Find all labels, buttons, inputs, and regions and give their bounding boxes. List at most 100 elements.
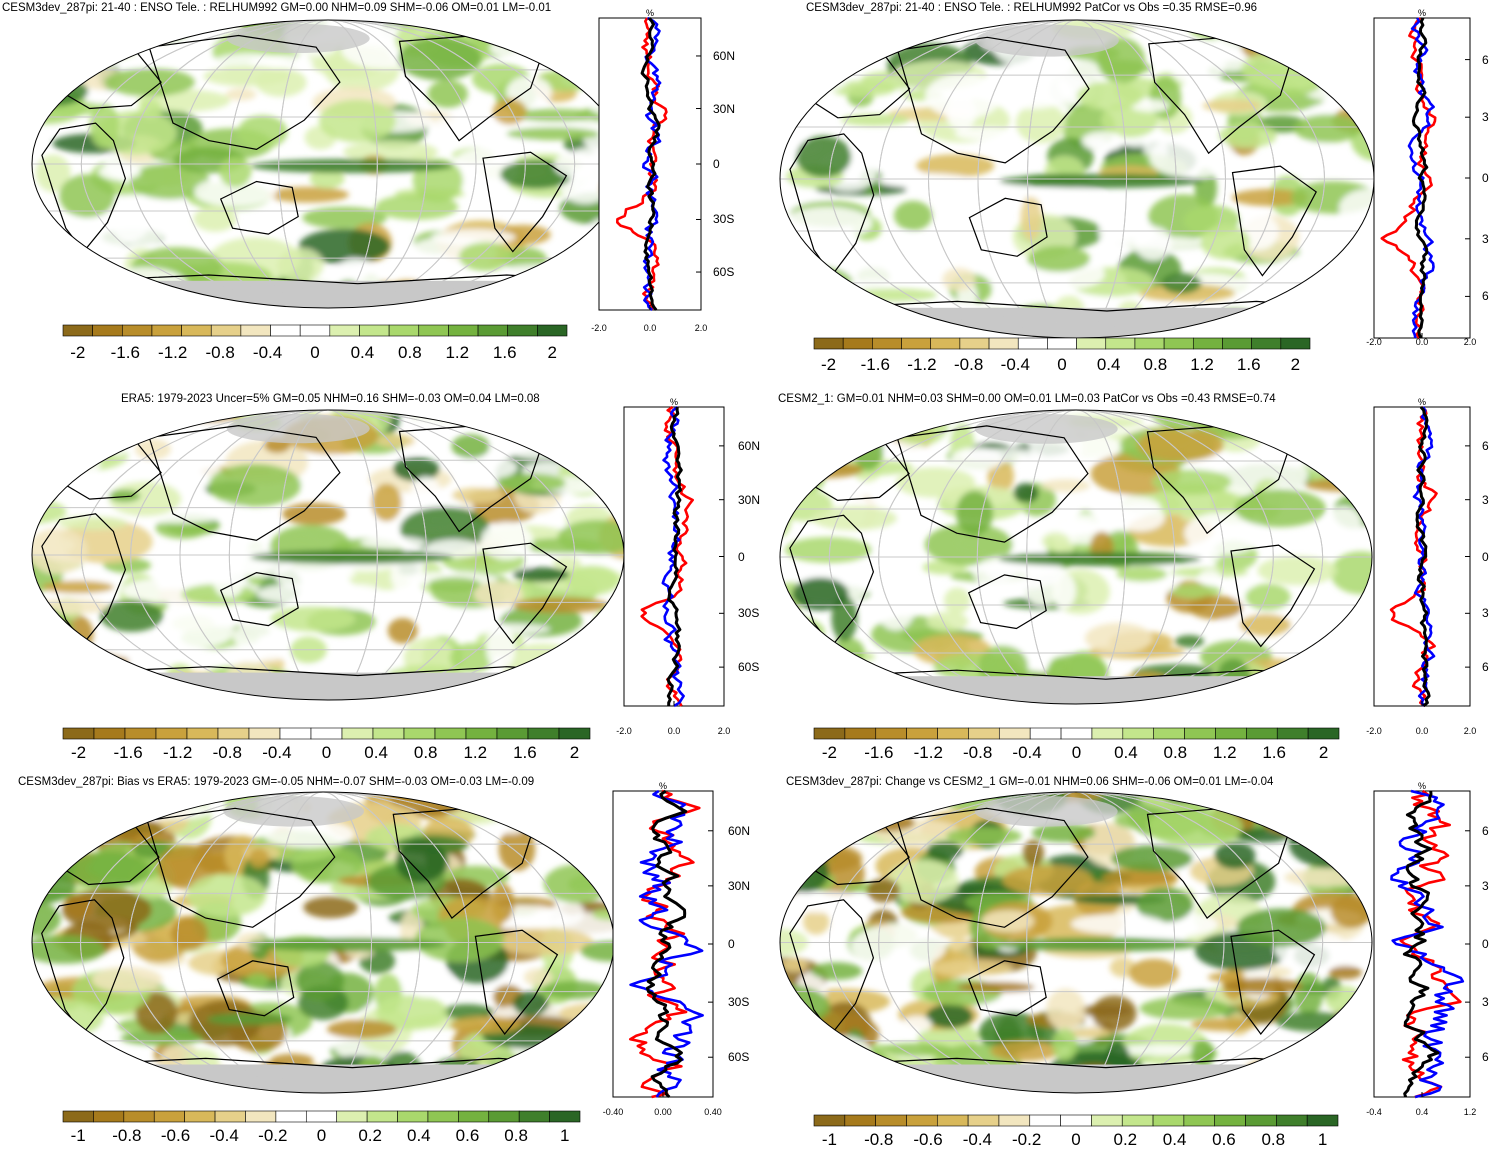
colorbar-label: -0.8 <box>112 1126 142 1145</box>
field-blob <box>186 873 267 917</box>
field-blob <box>485 624 516 670</box>
field-blob <box>957 981 1035 993</box>
field-blob <box>522 672 614 695</box>
colorbar-box <box>875 1114 907 1127</box>
colorbar-label: -2 <box>821 355 837 374</box>
field-blob <box>1147 806 1243 848</box>
colorbar-label: 0.4 <box>364 743 388 762</box>
field-blob <box>791 1012 880 1057</box>
field-blob <box>796 135 852 178</box>
colorbar-box <box>488 1110 520 1123</box>
field-blob <box>170 916 208 951</box>
equatorial-band <box>246 937 447 952</box>
field-blob <box>1291 304 1374 338</box>
field-blob <box>107 643 187 660</box>
field-blob <box>517 793 549 822</box>
field-blob <box>512 567 570 582</box>
field-blob <box>780 839 831 859</box>
field-blob <box>807 1043 846 1067</box>
field-blob <box>872 308 895 333</box>
zonal-curve <box>1390 789 1465 1099</box>
map-robinson <box>31 19 625 309</box>
field-blob <box>1026 187 1104 201</box>
field-blob <box>1056 521 1103 535</box>
field-blob <box>1302 659 1372 679</box>
field-blob <box>847 1056 880 1091</box>
field-blob <box>821 1036 872 1073</box>
field-blob <box>132 840 173 859</box>
field-blob <box>1231 188 1309 207</box>
field-blob <box>1235 827 1291 843</box>
field-blob <box>32 825 104 837</box>
colorbar-label: 0 <box>310 343 320 362</box>
field-blob <box>1325 506 1362 541</box>
zonal-xtick-label: 2.0 <box>1463 726 1477 736</box>
colorbar-box <box>240 324 271 337</box>
colorbar-box <box>270 324 301 337</box>
colorbar-label: 0.6 <box>1212 1130 1236 1149</box>
field-blob <box>522 823 579 835</box>
colorbar-box <box>549 1110 581 1123</box>
zonal-frame <box>1373 790 1471 1098</box>
field-blob <box>1346 474 1372 497</box>
zonal-unit-label: % <box>1418 781 1426 791</box>
colorbar-label: -0.4 <box>209 1126 239 1145</box>
field-blob <box>295 960 345 1001</box>
field-blob <box>1130 99 1170 113</box>
field-blob <box>45 20 97 45</box>
field-blob <box>58 516 128 530</box>
zonal-xtick-label: -2.0 <box>1366 337 1382 347</box>
field-blob <box>1257 555 1338 586</box>
field-blob <box>794 805 888 820</box>
zonal-xtick-label: -2.0 <box>591 323 607 333</box>
colorbar-box <box>329 324 360 337</box>
colorbar-box <box>1183 1114 1216 1127</box>
equatorial-band <box>999 174 1203 188</box>
field-blob <box>577 26 598 41</box>
field-blob <box>944 587 971 614</box>
zonal-lat-label: 3 <box>1482 492 1489 507</box>
antarctica-missing <box>32 280 624 308</box>
field-blob <box>566 1063 599 1093</box>
zonal-mean-plot: % <box>623 397 725 708</box>
field-blob <box>1256 38 1300 57</box>
field-blob <box>303 896 358 919</box>
field-blob <box>208 463 302 507</box>
field-blob <box>42 580 114 594</box>
colorbar-box <box>998 727 1031 740</box>
colorbar-box <box>124 727 157 740</box>
colorbar-box <box>427 1110 459 1123</box>
colorbar-box <box>62 1110 94 1123</box>
field-blob <box>1239 614 1292 636</box>
zonal-xtick-label: 2.0 <box>694 323 708 333</box>
colorbar-box <box>403 727 436 740</box>
field-blob <box>831 410 886 423</box>
colorbar-box <box>299 324 331 337</box>
field-blob <box>780 30 813 62</box>
field-blob <box>942 267 976 292</box>
field-blob <box>990 1040 1060 1062</box>
zonal-lat-label: 3 <box>1482 231 1489 246</box>
zonal-curve <box>640 17 661 311</box>
colorbar-label: -1.2 <box>913 743 943 762</box>
zonal-curve <box>1399 789 1462 1099</box>
colorbar-box <box>62 324 93 337</box>
field-blob <box>780 299 801 334</box>
field-blob <box>104 68 195 97</box>
field-blob <box>1247 684 1311 704</box>
field-blob <box>428 577 481 592</box>
field-blob <box>451 487 504 504</box>
field-blob <box>89 103 120 149</box>
field-blob <box>981 910 1035 933</box>
colorbar <box>62 324 568 337</box>
colorbar-box <box>1060 1114 1092 1127</box>
field-blob <box>1149 76 1182 120</box>
zonal-lat-label: 6 <box>1482 1050 1489 1065</box>
field-blob <box>56 614 94 654</box>
colorbar-box <box>968 727 1000 740</box>
colorbar-box <box>359 324 390 337</box>
colorbar-box <box>844 1114 876 1127</box>
field-blob <box>893 200 933 231</box>
colorbar-label: 0.8 <box>504 1126 528 1145</box>
panel-title: CESM3dev_287pi: Bias vs ERA5: 1979-2023 … <box>18 776 535 788</box>
